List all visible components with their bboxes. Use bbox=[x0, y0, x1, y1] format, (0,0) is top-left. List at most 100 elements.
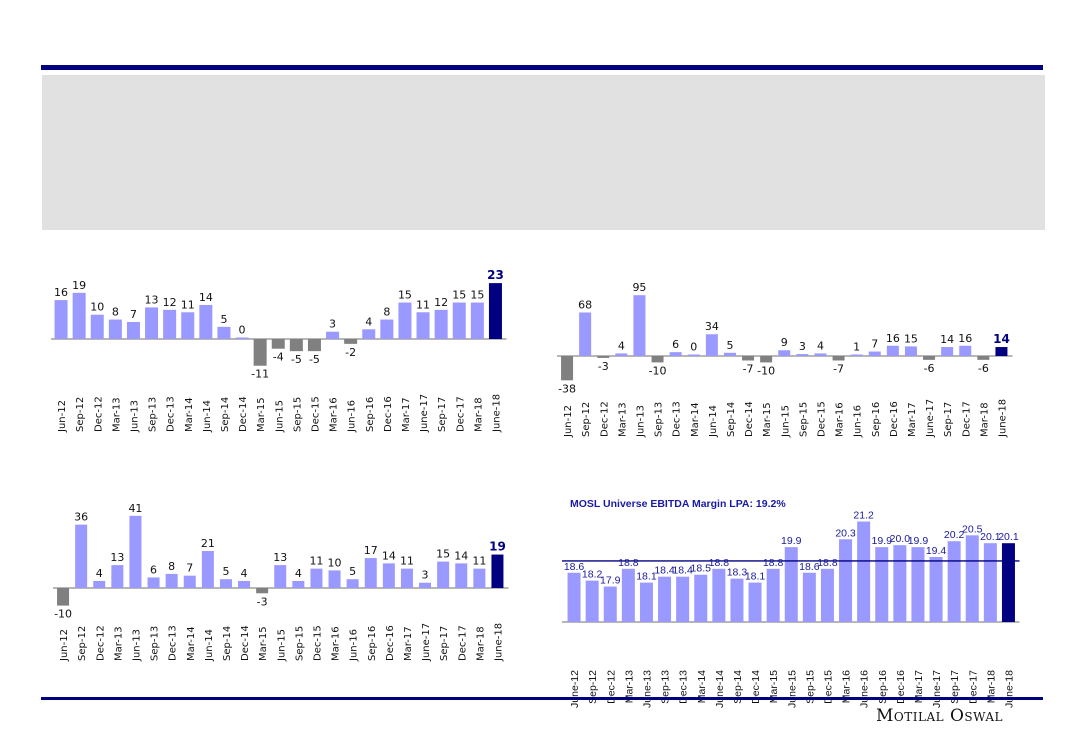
data-label: 15 bbox=[436, 548, 450, 561]
data-label: 18.8 bbox=[763, 557, 784, 569]
bar-Dec-15 bbox=[307, 339, 321, 352]
bar-Dec-14 bbox=[238, 580, 251, 588]
x-tick-label: Mar-14 bbox=[690, 402, 701, 437]
bar-Sep-13 bbox=[145, 307, 159, 339]
bar-Jun-16 bbox=[344, 339, 358, 344]
x-tick-label: Sep-16 bbox=[877, 670, 889, 704]
x-tick-label: Sep-13 bbox=[660, 670, 672, 704]
bar-Sep-15 bbox=[292, 580, 305, 588]
bar-Dec-16 bbox=[886, 345, 899, 356]
x-tick-label: June-18 bbox=[491, 394, 502, 433]
bar-Mar-16 bbox=[832, 356, 845, 361]
data-label: 14 bbox=[382, 549, 396, 562]
x-tick-label: Mar-17 bbox=[401, 397, 412, 432]
bar-Jun-14 bbox=[199, 304, 213, 339]
x-tick-label: Dec-13 bbox=[672, 401, 683, 437]
data-label: 13 bbox=[145, 293, 159, 306]
x-tick-label: June-14 bbox=[714, 670, 726, 708]
bar-June-13 bbox=[639, 582, 653, 622]
data-label: 18.2 bbox=[582, 569, 603, 581]
bar-Mar-14 bbox=[687, 354, 700, 356]
data-label: 4 bbox=[365, 315, 372, 328]
data-label: -6 bbox=[924, 362, 935, 375]
bar-Dec-16 bbox=[380, 319, 394, 339]
bar-June-17 bbox=[923, 356, 936, 360]
data-label: -4 bbox=[273, 351, 284, 364]
bar-Jun-14 bbox=[201, 551, 214, 588]
x-tick-label: Mar-16 bbox=[835, 402, 846, 437]
x-tick-label: Jun-16 bbox=[349, 629, 360, 662]
x-tick-label: Mar-13 bbox=[111, 397, 122, 432]
x-tick-label: Sep-12 bbox=[77, 626, 88, 661]
data-label: 20.1 bbox=[998, 531, 1019, 543]
bar-Jun-13 bbox=[129, 515, 142, 588]
data-label: 16 bbox=[886, 332, 900, 345]
x-tick-label: Mar-16 bbox=[331, 626, 342, 661]
data-label: -5 bbox=[291, 353, 302, 366]
bar-June-18 bbox=[491, 554, 504, 588]
bar-Dec-17 bbox=[455, 563, 468, 588]
data-label: 18.4 bbox=[654, 565, 675, 577]
data-label: -3 bbox=[257, 595, 268, 608]
x-tick-label: Dec-12 bbox=[93, 396, 104, 432]
bar-June-17 bbox=[416, 312, 430, 339]
x-tick-label: June-17 bbox=[419, 394, 430, 433]
x-tick-label: June-12 bbox=[569, 670, 581, 708]
bottom-rule bbox=[41, 697, 1043, 700]
data-label: 8 bbox=[383, 306, 390, 319]
data-label: 4 bbox=[295, 567, 302, 580]
data-label: 0 bbox=[690, 341, 697, 354]
x-tick-label: Sep-17 bbox=[949, 670, 961, 704]
x-tick-label: Mar-13 bbox=[113, 626, 124, 661]
data-label: 16 bbox=[54, 286, 68, 299]
data-label: 14 bbox=[940, 333, 954, 346]
x-tick-label: Sep-15 bbox=[804, 670, 816, 704]
bar-Mar-17 bbox=[398, 302, 412, 339]
motilal-oswal-logo: Motilal Oswal bbox=[876, 706, 1004, 726]
bar-Dec-14 bbox=[235, 337, 249, 339]
data-label: -3 bbox=[598, 360, 609, 373]
x-tick-label: Sep-17 bbox=[943, 402, 954, 437]
bar-Jun-15 bbox=[778, 350, 791, 356]
x-tick-label: Mar-15 bbox=[256, 397, 267, 432]
bar-Sep-13 bbox=[147, 577, 160, 588]
bar-Sep-16 bbox=[362, 329, 376, 339]
bar-Mar-18 bbox=[983, 543, 997, 622]
bar-Mar-18 bbox=[473, 568, 486, 588]
x-tick-label: Sep-15 bbox=[798, 402, 809, 437]
bar-Sep-14 bbox=[723, 352, 736, 356]
bar-Sep-12 bbox=[585, 580, 599, 622]
bar-Mar-17 bbox=[904, 346, 917, 356]
data-label: 17.9 bbox=[600, 575, 621, 587]
data-label: 19.9 bbox=[872, 535, 893, 547]
chart-4: MOSL Universe EBITDA Margin LPA: 19.2% 18… bbox=[562, 498, 1020, 708]
data-label: 5 bbox=[726, 339, 733, 352]
header-panel bbox=[42, 75, 1045, 230]
x-tick-label: June-18 bbox=[493, 623, 504, 662]
data-label: 5 bbox=[220, 313, 227, 326]
x-tick-label: Dec-14 bbox=[750, 670, 762, 704]
bar-Dec-12 bbox=[93, 580, 106, 588]
data-label: 6 bbox=[150, 563, 157, 576]
data-label: 11 bbox=[309, 555, 323, 568]
data-label: -5 bbox=[309, 353, 320, 366]
bar-Mar-15 bbox=[253, 339, 267, 366]
data-label: 4 bbox=[817, 339, 824, 352]
x-tick-label: Mar-14 bbox=[184, 397, 195, 432]
data-label: -2 bbox=[345, 346, 356, 359]
bar-Jun-14 bbox=[705, 334, 718, 356]
data-label: 15 bbox=[452, 289, 466, 302]
x-tick-label: Sep-16 bbox=[367, 626, 378, 661]
bar-Mar-15 bbox=[766, 568, 780, 622]
data-label: 19.9 bbox=[908, 535, 929, 547]
x-tick-label: Sep-13 bbox=[150, 626, 161, 661]
bar-Sep-16 bbox=[364, 558, 377, 588]
bar-Mar-13 bbox=[615, 353, 628, 356]
data-label: 7 bbox=[130, 308, 137, 321]
data-label: 14 bbox=[993, 332, 1010, 346]
bar-June-18 bbox=[488, 283, 502, 339]
x-tick-label: Sep-14 bbox=[732, 670, 744, 704]
x-tick-label: Sep-15 bbox=[294, 626, 305, 661]
data-label: 12 bbox=[163, 296, 177, 309]
bar-Mar-16 bbox=[839, 539, 853, 622]
